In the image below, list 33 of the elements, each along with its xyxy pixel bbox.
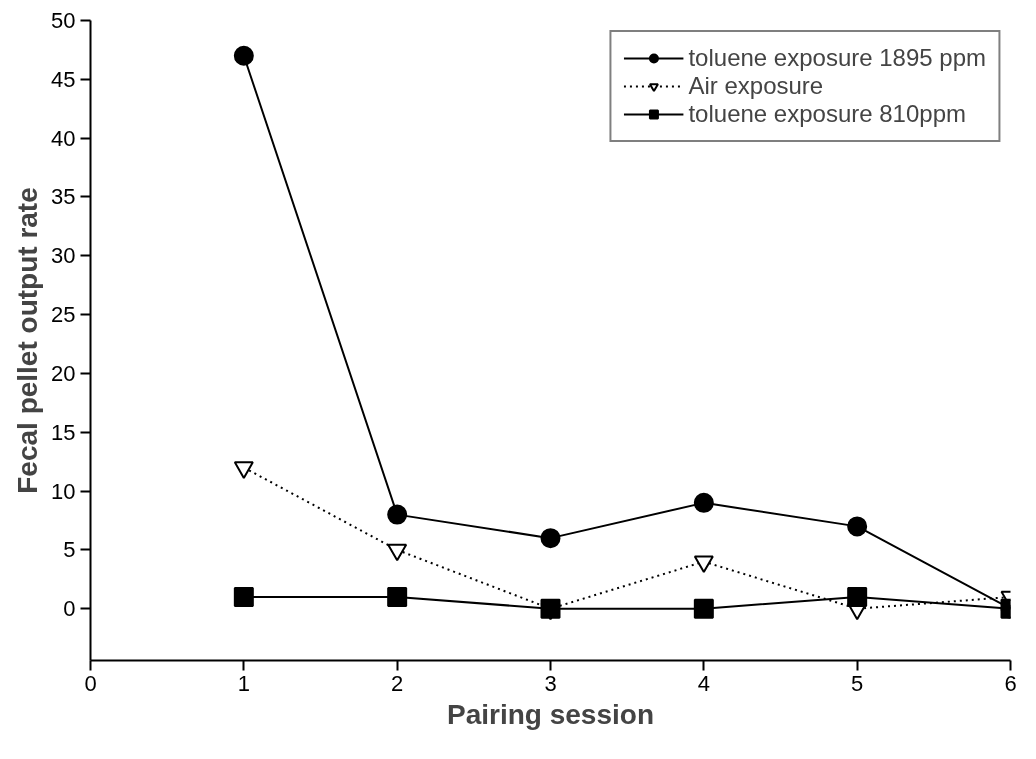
point	[847, 516, 868, 537]
y-tick-label: 0	[63, 596, 76, 622]
legend-label: toluene exposure 1895 ppm	[688, 44, 986, 72]
y-axis-title: Fecal pellet output rate	[12, 187, 44, 494]
point	[540, 528, 561, 549]
point	[693, 492, 714, 513]
y-tick-label: 10	[51, 478, 76, 504]
y-tick-label: 5	[63, 537, 76, 563]
y-tick-label: 15	[51, 419, 76, 445]
x-tick-label: 1	[237, 670, 250, 696]
x-tick-label: 2	[391, 670, 404, 696]
point	[847, 586, 868, 607]
point	[233, 586, 254, 607]
y-tick-label: 45	[51, 66, 76, 92]
x-tick-label: 5	[851, 670, 864, 696]
x-tick-label: 0	[84, 670, 97, 696]
y-tick-label: 25	[51, 302, 76, 328]
x-axis-title: Pairing session	[447, 698, 654, 730]
x-tick-label: 4	[697, 670, 710, 696]
x-tick-label: 6	[1004, 670, 1017, 696]
y-tick-label: 20	[51, 360, 76, 386]
y-tick-label: 40	[51, 125, 76, 151]
x-tick-label: 3	[544, 670, 557, 696]
point	[693, 598, 714, 619]
point	[387, 504, 408, 525]
point	[387, 586, 408, 607]
y-tick-label: 35	[51, 184, 76, 210]
y-tick-label: 30	[51, 243, 76, 269]
y-tick-label: 50	[51, 8, 76, 33]
legend-label: toluene exposure 810ppm	[688, 100, 966, 128]
legend-label: Air exposure	[688, 72, 824, 100]
point	[233, 45, 254, 66]
point	[540, 598, 561, 619]
